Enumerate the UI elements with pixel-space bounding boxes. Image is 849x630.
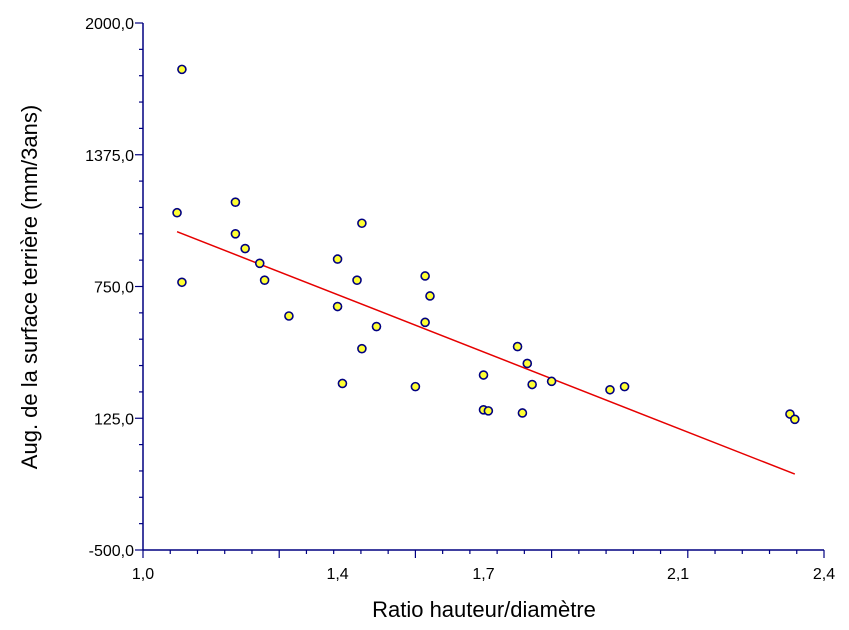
data-point [420,271,430,281]
y-axis: -500,0 125,0 750,0 1375,0 2000,0 [85,16,144,560]
data-point [259,275,270,285]
regression-line [176,230,796,475]
data-point [357,343,367,354]
x-axis-title: Ratio hauteur/diamètre [372,597,596,622]
data-point [357,218,367,229]
data-point [420,317,430,328]
data-point [517,408,528,418]
data-point [332,254,343,264]
y-tick-label: -500,0 [89,543,134,560]
data-point [172,207,182,218]
y-tick-label: 2000,0 [85,16,134,33]
data-point [522,358,533,369]
data-point [337,378,348,389]
x-axis: 1,0 1,4 1,7 2,1 2,4 [132,549,835,583]
y-axis-title: Aug. de la surface terrière (mm/3ans) [17,105,42,469]
fit-line-group [176,230,796,475]
y-tick-label: 750,0 [94,280,134,297]
data-point [284,311,294,321]
data-point [230,197,241,207]
data-point [230,229,241,239]
data-point [425,291,435,301]
data-point [177,64,187,75]
y-tick-label: 125,0 [94,411,134,428]
data-point [410,381,421,392]
x-tick-label: 1,4 [326,566,348,583]
data-point [605,384,615,395]
x-tick-label: 1,0 [132,566,154,583]
data-point [546,376,557,387]
data-point [512,341,523,352]
x-tick-label: 2,1 [667,566,689,583]
x-tick-label: 2,4 [813,566,835,583]
y-tick-label: 1375,0 [85,148,134,165]
data-points [172,64,800,425]
data-point [483,406,494,416]
data-point [332,301,343,312]
data-point [240,243,250,254]
data-point [527,379,537,390]
data-point [352,275,362,285]
data-point [790,414,800,425]
data-point [371,321,382,332]
data-point [478,370,489,380]
data-point [177,277,187,288]
data-point [254,258,265,269]
x-tick-label: 1,7 [472,566,494,583]
data-point [619,381,630,392]
